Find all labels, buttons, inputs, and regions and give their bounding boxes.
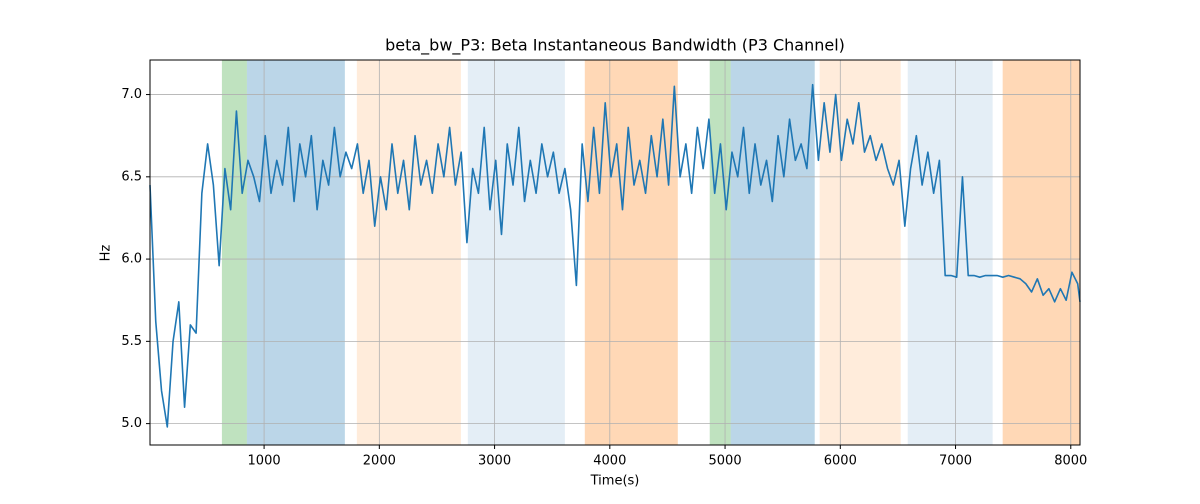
shaded-span: [730, 60, 815, 445]
x-tick-label: 6000: [824, 454, 857, 469]
y-tick-label: 5.0: [121, 416, 142, 431]
y-axis-label: Hz: [99, 245, 114, 262]
x-tick-label: 7000: [939, 454, 972, 469]
x-tick-label: 1000: [248, 454, 281, 469]
shaded-span: [221, 60, 247, 445]
x-tick-label: 4000: [593, 454, 626, 469]
x-tick-label: 2000: [363, 454, 396, 469]
shaded-span: [356, 60, 461, 445]
x-tick-label: 3000: [478, 454, 511, 469]
shaded-span: [709, 60, 731, 445]
y-tick-label: 6.0: [121, 252, 142, 267]
x-tick-label: 5000: [709, 454, 742, 469]
shaded-span: [467, 60, 565, 445]
y-tick-label: 7.0: [121, 87, 142, 102]
shaded-span: [907, 60, 993, 445]
x-axis-label: Time(s): [590, 474, 640, 489]
data-line: [149, 83, 1081, 428]
shaded-span: [1002, 60, 1080, 445]
axes-frame: [149, 59, 1081, 446]
chart-title: beta_bw_P3: Beta Instantaneous Bandwidth…: [385, 36, 845, 56]
x-tick-label: 8000: [1054, 454, 1087, 469]
shaded-span: [584, 60, 678, 445]
y-tick-label: 5.5: [121, 334, 142, 349]
plot-area: [149, 60, 1081, 445]
shaded-span: [246, 60, 345, 445]
y-tick-label: 6.5: [121, 169, 142, 184]
